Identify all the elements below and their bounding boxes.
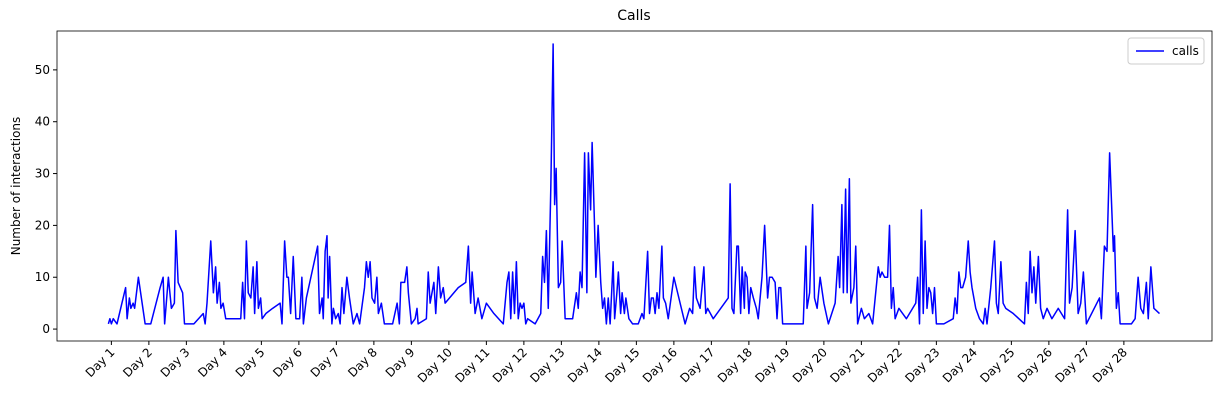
x-tick-label: Day 17: [677, 345, 717, 385]
y-tick-label: 50: [35, 63, 50, 77]
y-tick-label: 20: [35, 218, 50, 232]
x-tick-label: Day 5: [233, 345, 268, 380]
y-tick-label: 0: [42, 322, 50, 336]
x-tick-label: Day 23: [902, 345, 942, 385]
x-tick-label: Day 2: [120, 345, 155, 380]
x-tick-label: Day 19: [752, 345, 792, 385]
x-tick-label: Day 7: [308, 345, 343, 380]
x-tick-label: Day 1: [83, 345, 118, 380]
x-tick-label: Day 25: [977, 345, 1017, 385]
legend-box: [1127, 37, 1205, 65]
x-tick-label: Day 24: [940, 345, 980, 385]
x-tick-label: Day 18: [715, 345, 755, 385]
x-tick-label: Day 10: [415, 345, 455, 385]
x-tick-label: Day 6: [270, 345, 305, 380]
x-tick-label: Day 15: [602, 345, 642, 385]
y-tick-label: 40: [35, 115, 50, 129]
x-tick-label: Day 8: [345, 345, 380, 380]
x-tick-label: Day 12: [490, 345, 530, 385]
line-series: [107, 43, 1161, 325]
x-tick-label: Day 13: [527, 345, 567, 385]
chart-title: Calls: [617, 8, 650, 24]
x-tick-label: Day 14: [565, 345, 605, 385]
x-tick-label: Day 27: [1052, 345, 1092, 385]
y-axis-label: Number of interactions: [9, 117, 23, 256]
x-tick-label: Day 22: [865, 345, 905, 385]
x-tick-label: Day 9: [383, 345, 418, 380]
x-tick-label: Day 16: [640, 345, 680, 385]
x-tick-label: Day 4: [195, 345, 230, 380]
y-tick-label: 10: [35, 270, 50, 284]
y-tick-label: 30: [35, 167, 50, 181]
legend-label: calls: [1172, 44, 1199, 58]
x-tick-label: Day 26: [1015, 345, 1055, 385]
x-tick-label: Day 28: [1090, 345, 1130, 385]
x-tick-label: Day 20: [790, 345, 830, 385]
x-tick-label: Day 11: [452, 345, 492, 385]
x-tick-label: Day 21: [827, 345, 867, 385]
plot-frame: [56, 30, 1213, 342]
x-tick-label: Day 3: [158, 345, 193, 380]
